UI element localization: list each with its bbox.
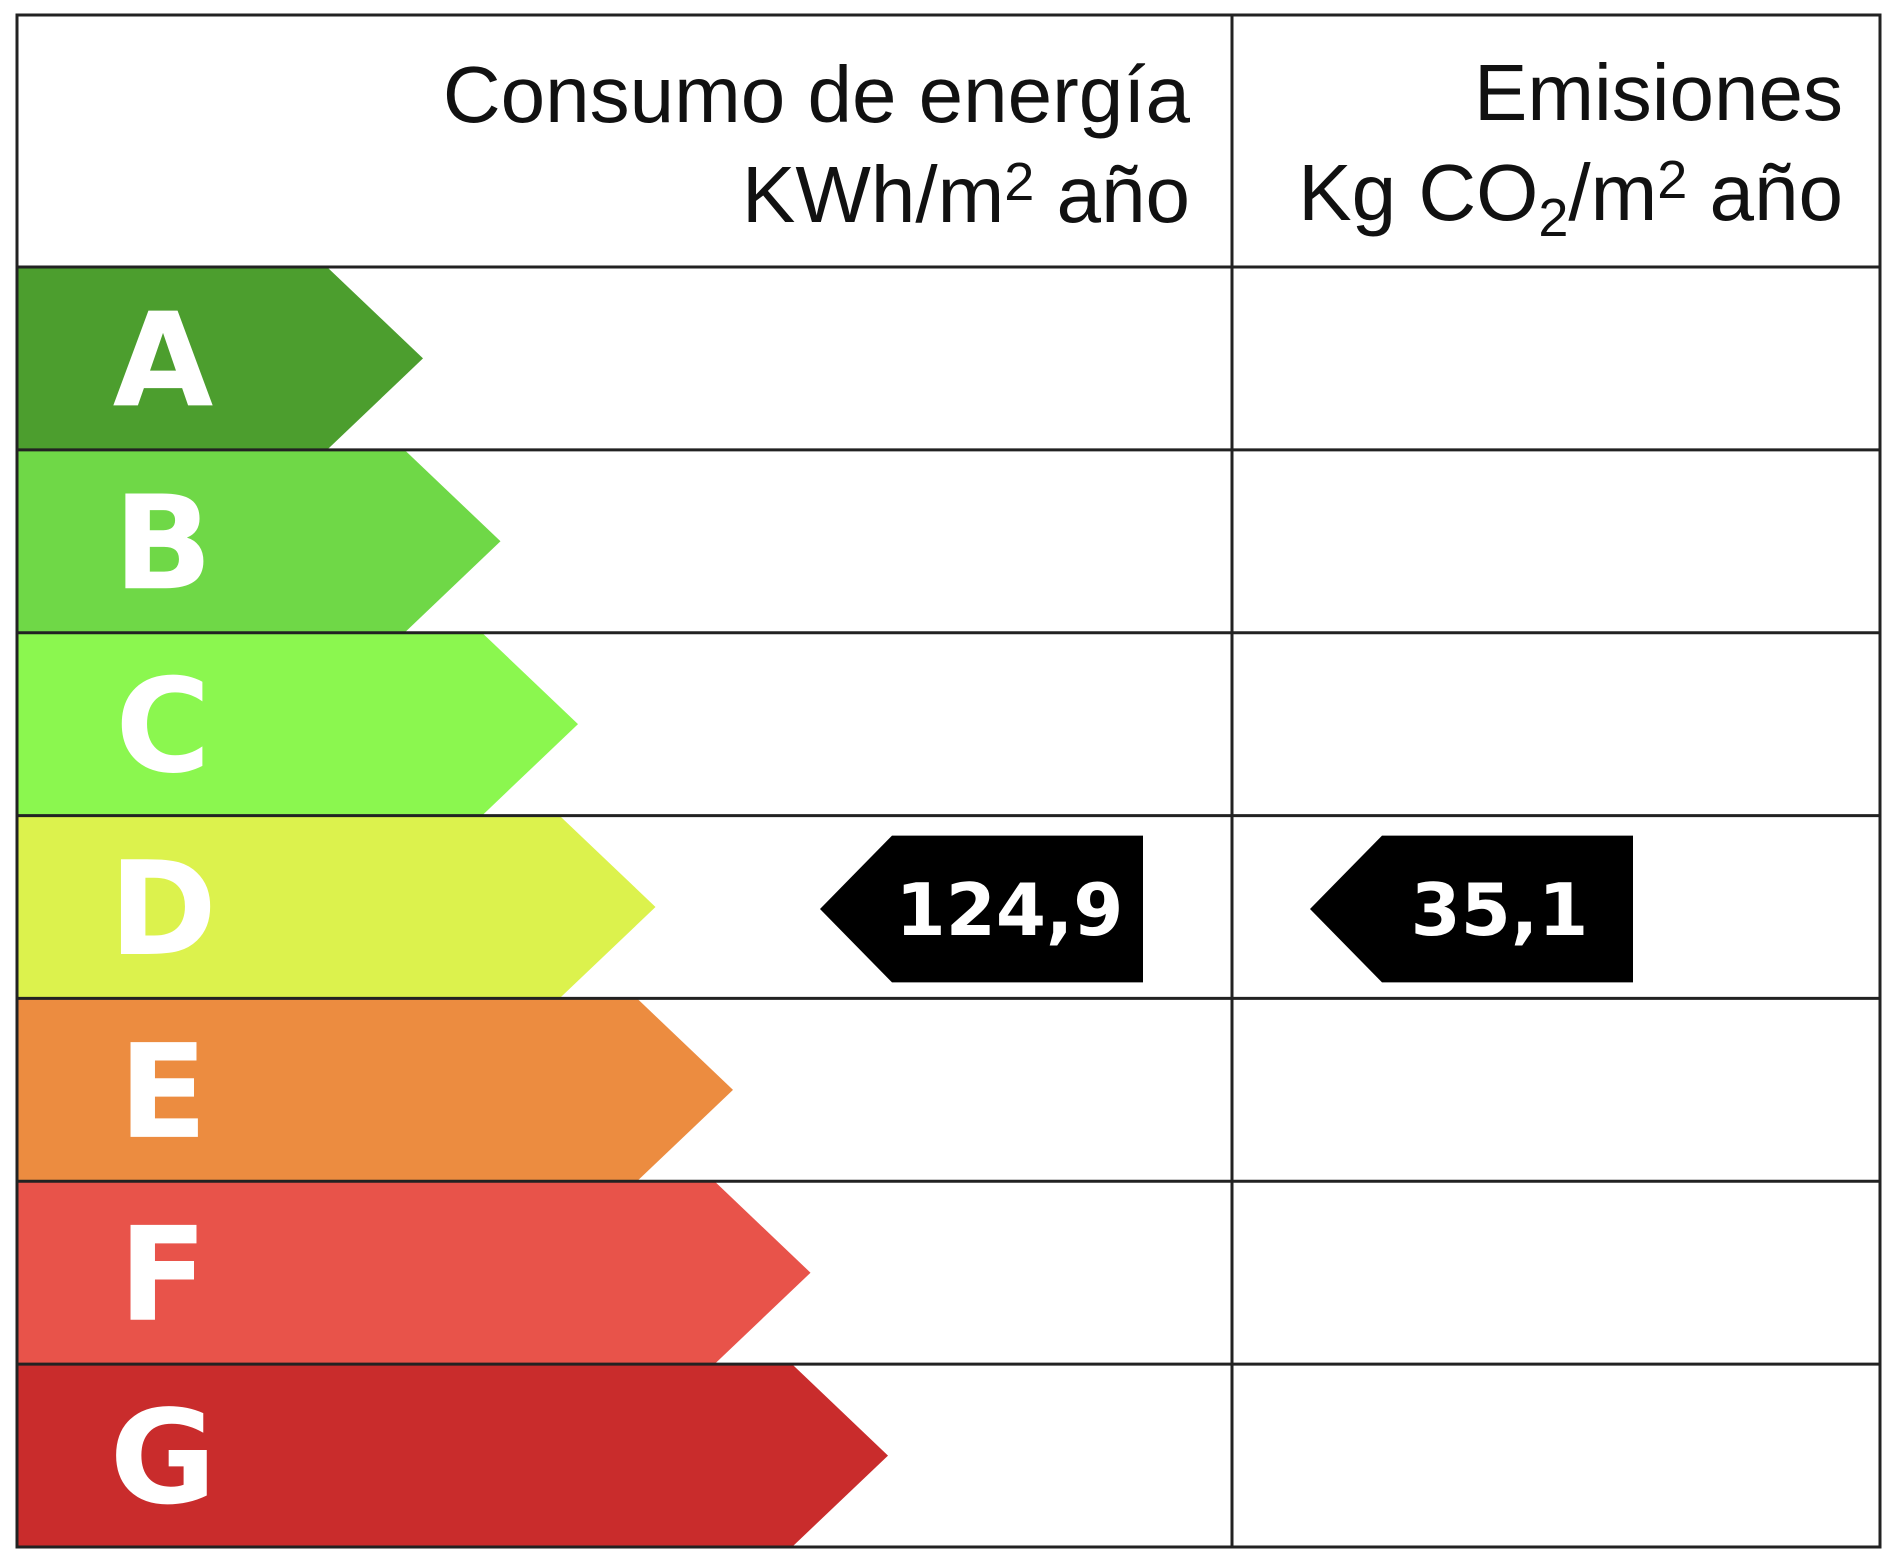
class-letter-d: D <box>109 833 217 985</box>
class-arrow-e <box>17 998 733 1182</box>
emissions-indicator-arrow <box>1310 835 1633 983</box>
emissions-value: 35,1 <box>1411 868 1589 952</box>
class-arrow-d <box>17 815 656 999</box>
energy-title: Consumo de energía <box>443 50 1191 139</box>
class-arrow-g <box>17 1364 888 1547</box>
emissions-unit: Kg CO2/m2 año <box>1298 148 1843 248</box>
emissions-title: Emisiones <box>1474 48 1843 137</box>
class-letter-f: F <box>119 1199 208 1351</box>
table-grid <box>15 13 1882 1549</box>
class-letter-a: A <box>113 284 214 436</box>
table-border <box>15 13 1882 1549</box>
energy-value: 124,9 <box>896 868 1124 952</box>
energy-unit: KWh/m2 año <box>742 150 1190 239</box>
class-arrow-b <box>17 449 501 633</box>
class-letter-e: E <box>119 1016 208 1168</box>
class-letter-c: C <box>115 650 210 802</box>
class-letter-b: B <box>113 467 212 619</box>
class-arrow-a <box>17 267 423 450</box>
class-letter-g: G <box>110 1382 217 1534</box>
rating-indicators: 124,9 35,1 <box>820 835 1633 983</box>
class-arrow-f <box>17 1181 811 1365</box>
energy-indicator-arrow <box>820 835 1143 983</box>
class-arrow-c <box>17 632 578 816</box>
